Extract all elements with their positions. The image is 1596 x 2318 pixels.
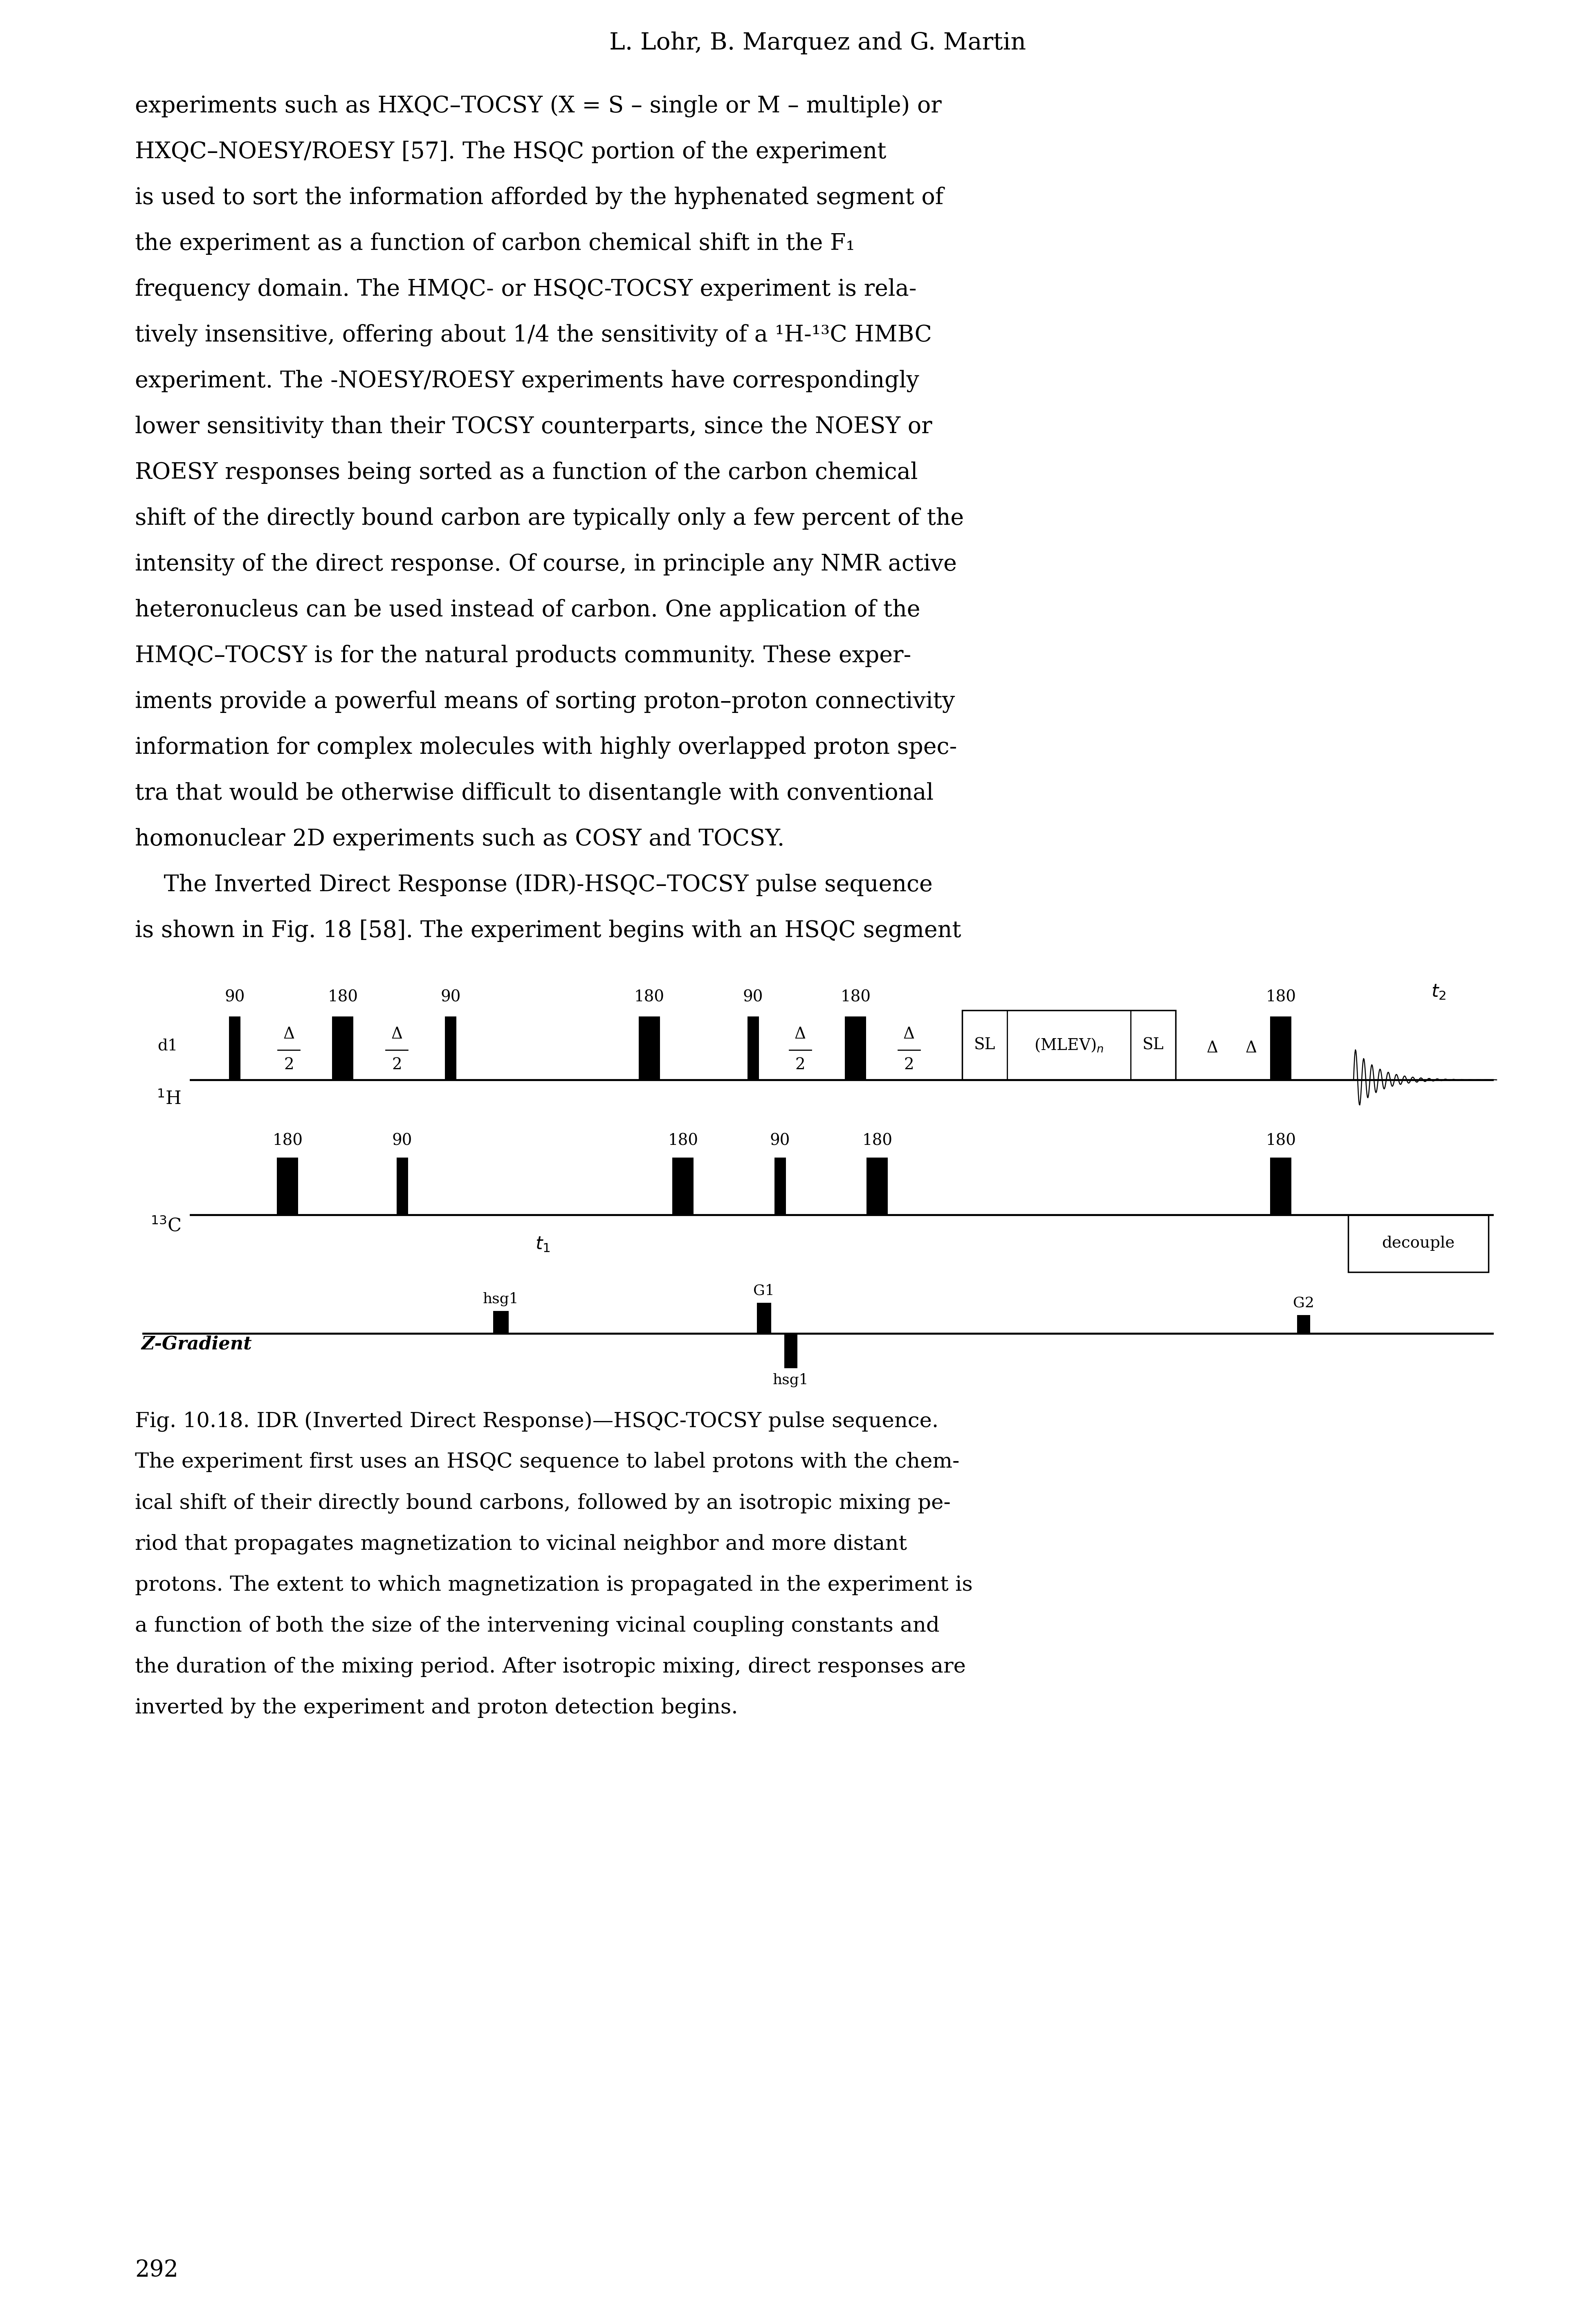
Text: ical shift of their directly bound carbons, followed by an isotropic mixing pe-: ical shift of their directly bound carbo… [136,1493,951,1514]
Text: 180: 180 [667,1134,697,1150]
Text: 180: 180 [273,1134,303,1150]
Text: L. Lohr, B. Marquez and G. Martin: L. Lohr, B. Marquez and G. Martin [610,32,1026,53]
Text: G1: G1 [753,1284,774,1298]
Text: 90: 90 [225,990,246,1006]
Bar [1270,1018,1291,1080]
Text: SL: SL [1143,1038,1163,1052]
Text: Δ: Δ [1245,1041,1258,1055]
Text: a function of both the size of the intervening vicinal coupling constants and: a function of both the size of the inter… [136,1616,940,1637]
Text: $t_1$: $t_1$ [535,1235,551,1254]
Bar [1270,1157,1291,1215]
Bar [493,1312,509,1333]
Text: 180: 180 [1266,1134,1296,1150]
Bar [1298,1314,1310,1333]
Bar [445,1018,456,1080]
Text: $^{1}$H: $^{1}$H [156,1089,180,1108]
Bar [757,1303,771,1333]
Text: information for complex molecules with highly overlapped proton spec-: information for complex molecules with h… [136,737,958,758]
Text: inverted by the experiment and proton detection begins.: inverted by the experiment and proton de… [136,1697,737,1718]
Text: hsg1: hsg1 [772,1372,809,1386]
Bar [638,1018,659,1080]
Text: frequency domain. The HMQC- or HSQC-TOCSY experiment is rela-: frequency domain. The HMQC- or HSQC-TOCS… [136,278,916,301]
Text: d1: d1 [158,1038,177,1055]
Text: the duration of the mixing period. After isotropic mixing, direct responses are: the duration of the mixing period. After… [136,1657,966,1676]
Text: tively insensitive, offering about 1/4 the sensitivity of a ¹H-¹³C HMBC: tively insensitive, offering about 1/4 t… [136,325,932,345]
Text: 90: 90 [393,1134,412,1150]
Text: Δ: Δ [795,1027,806,1041]
Text: homonuclear 2D experiments such as COSY and TOCSY.: homonuclear 2D experiments such as COSY … [136,828,785,851]
Text: $t_2$: $t_2$ [1432,983,1446,1001]
Text: experiments such as HXQC–TOCSY (X = S – single or M – multiple) or: experiments such as HXQC–TOCSY (X = S – … [136,95,942,118]
Text: 292: 292 [136,2258,179,2281]
Text: 2: 2 [284,1057,294,1073]
Bar [276,1157,298,1215]
Text: 90: 90 [440,990,461,1006]
Text: G2: G2 [1293,1296,1314,1310]
Bar [784,1333,798,1368]
Text: shift of the directly bound carbon are typically only a few percent of the: shift of the directly bound carbon are t… [136,508,964,529]
Text: the experiment as a function of carbon chemical shift in the F₁: the experiment as a function of carbon c… [136,232,855,255]
Text: HXQC–NOESY/ROESY [57]. The HSQC portion of the experiment: HXQC–NOESY/ROESY [57]. The HSQC portion … [136,141,886,162]
Text: tra that would be otherwise difficult to disentangle with conventional: tra that would be otherwise difficult to… [136,781,934,804]
Bar [230,1018,241,1080]
Text: is used to sort the information afforded by the hyphenated segment of: is used to sort the information afforded… [136,185,943,209]
Bar [332,1018,353,1080]
Text: ROESY responses being sorted as a function of the carbon chemical: ROESY responses being sorted as a functi… [136,461,918,484]
Bar [844,1018,867,1080]
Text: Z-Gradient: Z-Gradient [140,1335,252,1354]
Text: intensity of the direct response. Of course, in principle any NMR active: intensity of the direct response. Of cou… [136,554,958,575]
Text: lower sensitivity than their TOCSY counterparts, since the NOESY or: lower sensitivity than their TOCSY count… [136,415,932,438]
Text: Δ: Δ [282,1027,295,1041]
Bar [962,1011,1175,1080]
Text: 2: 2 [795,1057,806,1073]
Text: 180: 180 [1266,990,1296,1006]
Text: The Inverted Direct Response (IDR)-HSQC–TOCSY pulse sequence: The Inverted Direct Response (IDR)-HSQC–… [136,874,932,897]
Text: heteronucleus can be used instead of carbon. One application of the: heteronucleus can be used instead of car… [136,598,921,621]
Text: experiment. The -NOESY/ROESY experiments have correspondingly: experiment. The -NOESY/ROESY experiments… [136,371,919,392]
Text: 180: 180 [634,990,664,1006]
Text: decouple: decouple [1382,1235,1456,1252]
Bar [1349,1215,1489,1273]
Bar [747,1018,758,1080]
Text: $^{13}$C: $^{13}$C [150,1217,180,1235]
Bar [672,1157,694,1215]
Text: Δ: Δ [391,1027,402,1041]
Text: 2: 2 [903,1057,915,1073]
Text: iments provide a powerful means of sorting proton–proton connectivity: iments provide a powerful means of sorti… [136,691,954,714]
Text: (MLEV)$_n$: (MLEV)$_n$ [1034,1036,1103,1052]
Text: SL: SL [974,1038,996,1052]
Text: 90: 90 [769,1134,790,1150]
Text: Fig. 10.18. IDR (Inverted Direct Response)—HSQC-TOCSY pulse sequence.: Fig. 10.18. IDR (Inverted Direct Respons… [136,1412,938,1433]
Text: protons. The extent to which magnetization is propagated in the experiment is: protons. The extent to which magnetizati… [136,1574,972,1595]
Text: riod that propagates magnetization to vicinal neighbor and more distant: riod that propagates magnetization to vi… [136,1535,907,1555]
Text: is shown in Fig. 18 [58]. The experiment begins with an HSQC segment: is shown in Fig. 18 [58]. The experiment… [136,920,961,941]
Text: Δ: Δ [903,1027,915,1041]
Text: hsg1: hsg1 [482,1291,519,1305]
Bar [867,1157,887,1215]
Text: 2: 2 [391,1057,402,1073]
Bar [396,1157,409,1215]
Text: 90: 90 [744,990,763,1006]
Text: 180: 180 [862,1134,892,1150]
Text: The experiment first uses an HSQC sequence to label protons with the chem-: The experiment first uses an HSQC sequen… [136,1451,959,1472]
Text: HMQC–TOCSY is for the natural products community. These exper-: HMQC–TOCSY is for the natural products c… [136,644,911,668]
Bar [774,1157,785,1215]
Text: 180: 180 [327,990,358,1006]
Text: 180: 180 [841,990,871,1006]
Text: Δ: Δ [1207,1041,1218,1055]
